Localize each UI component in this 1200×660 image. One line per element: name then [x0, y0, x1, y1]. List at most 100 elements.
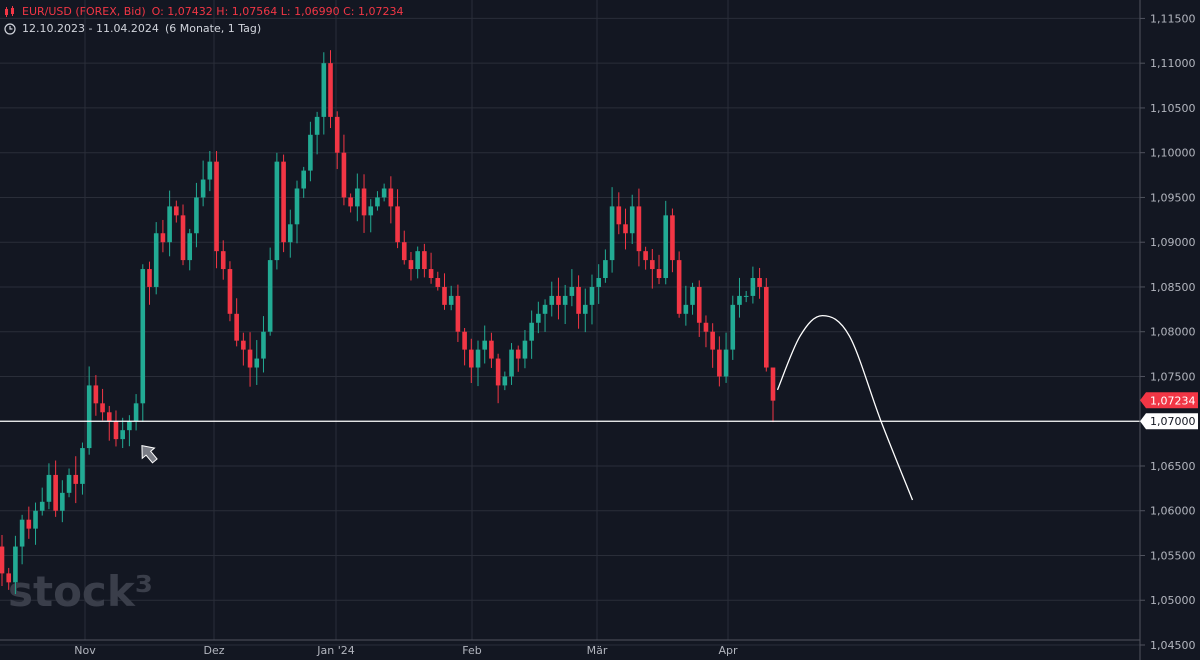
candle-body	[381, 188, 387, 198]
candle-body	[301, 170, 306, 189]
candle-body	[395, 206, 400, 243]
candle-body	[341, 152, 347, 198]
candle-body	[435, 278, 441, 287]
candle-body	[375, 197, 380, 207]
candle-body	[361, 188, 367, 216]
candle-body	[489, 340, 494, 359]
candle-body	[401, 242, 407, 261]
candle-body	[147, 269, 152, 287]
forecast-curve	[776, 314, 914, 501]
symbol-label[interactable]: EUR/USD (FOREX, Bid)	[22, 5, 146, 18]
candle-body	[603, 260, 608, 279]
candle-body	[167, 206, 172, 243]
y-tick-label: 1,05000	[1150, 594, 1196, 607]
candle-body	[86, 385, 92, 449]
candle-body	[19, 519, 25, 547]
candle-body	[153, 233, 159, 287]
candle-body	[133, 403, 139, 422]
candle-body	[120, 430, 125, 440]
candle-body	[214, 161, 219, 252]
ohlc-values: O: 1,07432 H: 1,07564 L: 1,06990 C: 1,07…	[151, 5, 404, 18]
y-tick-label: 1,09500	[1150, 191, 1196, 204]
time-axis[interactable]: Nov Dez Jan '24 Feb Mär Apr	[0, 639, 1140, 657]
candle-body	[261, 331, 266, 359]
candle-body	[187, 233, 193, 261]
candle-body	[442, 286, 447, 305]
y-tick-label: 1,11500	[1150, 12, 1196, 25]
candle-body	[46, 474, 52, 502]
candle-body	[723, 349, 729, 377]
period-label: (6 Monate, 1 Tag)	[164, 22, 262, 35]
candle-body	[542, 304, 548, 314]
candle-body	[710, 331, 715, 350]
candle-body	[140, 269, 146, 404]
candle-body	[656, 269, 662, 279]
range-header: 12.10.2023 - 11.04.2024 (6 Monate, 1 Tag…	[4, 22, 261, 35]
candle-body	[448, 295, 454, 305]
y-tick-label: 1,06500	[1150, 460, 1196, 473]
candle-body	[596, 278, 601, 287]
candle-body	[234, 313, 239, 341]
y-tick-label: 1,05500	[1150, 549, 1196, 562]
candle-body	[616, 206, 622, 225]
candle-body	[770, 367, 776, 401]
level-price-label: 1,07000	[1150, 415, 1196, 428]
candle-body	[582, 304, 588, 314]
candle-body	[355, 188, 360, 207]
price-axis[interactable]: 1,04500 1,05000 1,05500 1,06000 1,06500 1,070…	[1139, 0, 1198, 660]
candle-body	[408, 260, 414, 270]
x-tick-label: Jan '24	[316, 644, 354, 657]
candle-body	[127, 421, 132, 431]
candle-body	[26, 519, 32, 529]
candle-body	[750, 278, 756, 296]
last-price-tag	[1140, 392, 1198, 409]
arrow-marker-icon	[141, 444, 158, 464]
candles-icon	[4, 5, 16, 18]
candle-body	[482, 340, 488, 350]
candle-body	[422, 251, 427, 270]
candle-body	[93, 385, 99, 404]
x-tick-label: Feb	[462, 644, 481, 657]
candle-body	[509, 349, 514, 377]
candle-body	[80, 448, 85, 484]
candle-body	[200, 179, 206, 198]
candle-body	[207, 161, 213, 180]
candle-body	[676, 260, 682, 314]
candle-body	[194, 197, 199, 234]
y-tick-label: 1,10500	[1150, 102, 1196, 115]
candle-body	[334, 116, 340, 153]
arrow-shape	[141, 444, 158, 464]
y-tick-label: 1,04500	[1150, 639, 1196, 652]
candle-body	[717, 349, 722, 377]
candle-body	[643, 251, 648, 261]
candle-body	[308, 134, 313, 171]
y-tick-label: 1,08500	[1150, 281, 1196, 294]
candle-body	[180, 215, 186, 261]
candle-body	[247, 349, 253, 368]
grid-lines	[0, 0, 1140, 646]
candle-body	[650, 260, 655, 270]
date-range[interactable]: 12.10.2023 - 11.04.2024	[22, 22, 159, 35]
candle-body	[576, 286, 581, 314]
y-tick-label: 1,10000	[1150, 147, 1196, 160]
candle-body	[73, 474, 79, 484]
candle-body	[636, 206, 642, 252]
candle-body	[589, 286, 595, 305]
candle-body	[757, 278, 762, 287]
candle-body	[328, 63, 333, 117]
candle-body	[39, 501, 45, 511]
candle-body	[66, 474, 72, 493]
candle-body	[33, 510, 38, 529]
candle-body	[241, 340, 246, 350]
candle-body	[227, 269, 233, 314]
candle-body	[174, 206, 179, 216]
candle-body	[763, 286, 769, 368]
candle-body	[609, 206, 615, 261]
candle-body	[348, 197, 353, 207]
candle-body	[696, 286, 702, 323]
x-tick-label: Dez	[203, 644, 224, 657]
candle-body	[623, 224, 628, 234]
y-tick-label: 1,08000	[1150, 326, 1196, 339]
candle-body	[670, 215, 675, 261]
